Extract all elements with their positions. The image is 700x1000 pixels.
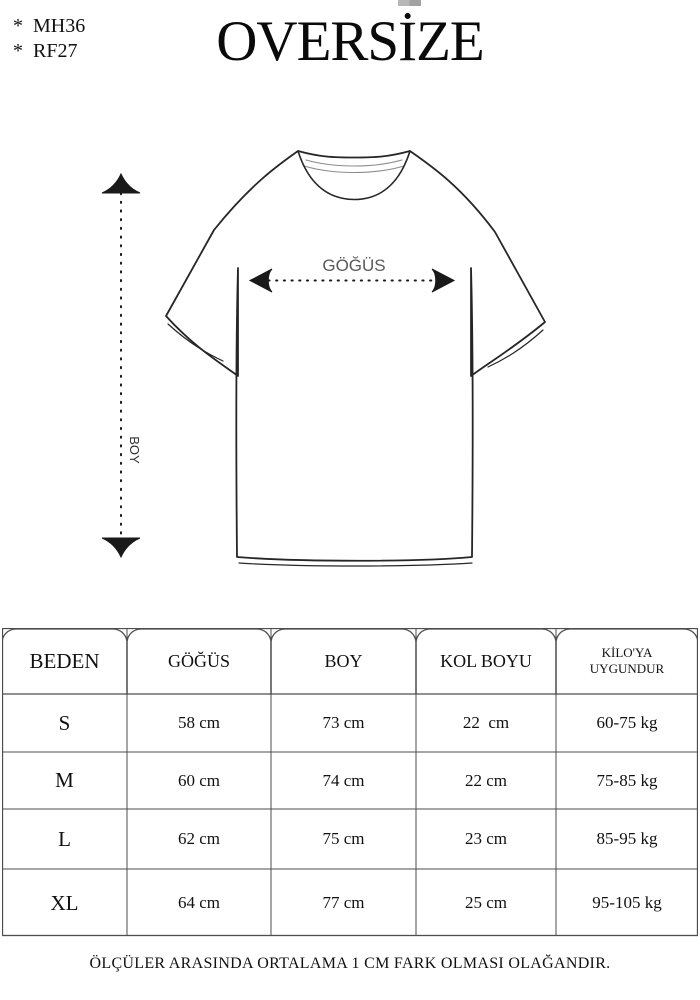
svg-text:GÖĞÜS: GÖĞÜS [322,256,385,275]
svg-text:BOY: BOY [127,436,142,464]
